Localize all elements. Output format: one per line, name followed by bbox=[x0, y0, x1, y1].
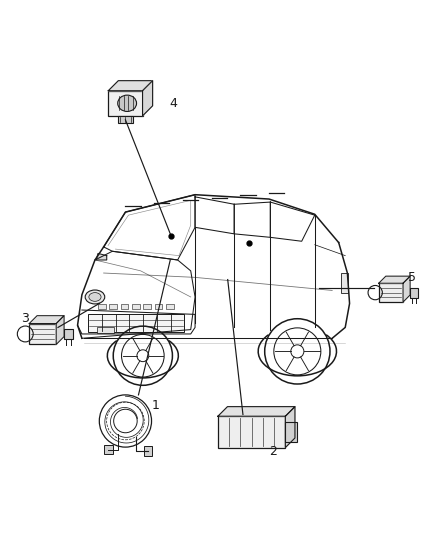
Polygon shape bbox=[218, 407, 295, 416]
Text: 4: 4 bbox=[169, 97, 177, 110]
Polygon shape bbox=[29, 316, 64, 324]
Polygon shape bbox=[108, 80, 152, 91]
Text: 3: 3 bbox=[21, 312, 29, 325]
Bar bbox=[120, 304, 128, 309]
Bar bbox=[144, 446, 152, 456]
Polygon shape bbox=[142, 80, 152, 116]
Polygon shape bbox=[379, 276, 410, 283]
Bar bbox=[98, 304, 106, 309]
Bar bbox=[88, 313, 184, 332]
Bar bbox=[379, 283, 403, 302]
Bar bbox=[29, 324, 56, 344]
Bar bbox=[285, 422, 297, 442]
Polygon shape bbox=[286, 407, 295, 448]
Ellipse shape bbox=[118, 95, 137, 111]
Bar bbox=[218, 416, 286, 448]
Text: 2: 2 bbox=[269, 445, 277, 458]
Bar bbox=[132, 304, 140, 309]
Bar bbox=[64, 328, 73, 340]
Bar bbox=[143, 304, 151, 309]
Text: 1: 1 bbox=[152, 399, 159, 412]
Bar bbox=[104, 446, 113, 454]
Ellipse shape bbox=[85, 290, 105, 304]
Text: 5: 5 bbox=[408, 271, 417, 284]
Polygon shape bbox=[96, 254, 107, 260]
Bar bbox=[166, 304, 174, 309]
Bar bbox=[410, 288, 418, 297]
Bar bbox=[97, 327, 114, 333]
Bar bbox=[341, 273, 348, 293]
Ellipse shape bbox=[89, 293, 101, 301]
Bar bbox=[108, 91, 142, 116]
Bar bbox=[118, 116, 133, 123]
Bar bbox=[110, 304, 117, 309]
Bar bbox=[155, 304, 162, 309]
Polygon shape bbox=[56, 316, 64, 344]
Polygon shape bbox=[403, 276, 410, 302]
